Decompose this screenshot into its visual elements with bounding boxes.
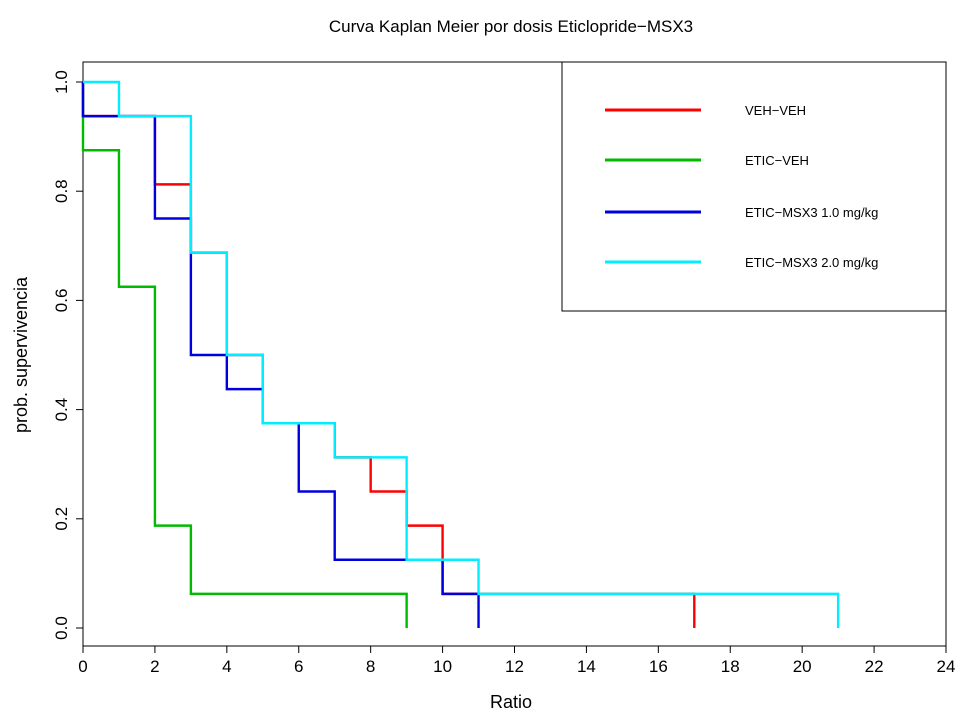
x-tick-label: 10 — [433, 657, 452, 676]
x-tick-label: 16 — [649, 657, 668, 676]
y-tick-label: 0.6 — [52, 289, 71, 313]
y-tick-label: 0.0 — [52, 616, 71, 640]
legend: VEH−VEH ETIC−VEH ETIC−MSX3 1.0 mg/kg ETIC−M… — [605, 103, 878, 270]
y-tick-label: 0.8 — [52, 179, 71, 203]
x-tick-label: 6 — [294, 657, 303, 676]
plot-area: 0 2 4 6 8 10 12 14 16 18 20 22 240.00.20.40.60.81.0 — [52, 61, 956, 676]
legend-box — [561, 61, 947, 312]
legend-label: VEH−VEH — [745, 103, 806, 118]
series-line — [81, 82, 408, 628]
x-tick-label: 12 — [505, 657, 524, 676]
x-tick-label: 4 — [222, 657, 231, 676]
x-tick-label: 22 — [865, 657, 884, 676]
x-tick-label: 2 — [150, 657, 159, 676]
legend-label: ETIC−VEH — [745, 153, 809, 168]
x-tick-label: 8 — [366, 657, 375, 676]
x-tick-label: 24 — [937, 657, 956, 676]
series-line — [83, 80, 840, 628]
y-tick-label: 0.2 — [52, 507, 71, 531]
y-tick-label: 0.4 — [52, 398, 71, 422]
x-tick-label: 20 — [793, 657, 812, 676]
legend-label: ETIC−MSX3 2.0 mg/kg — [745, 255, 878, 270]
y-axis-label: prob. supervivencia — [11, 276, 31, 433]
x-tick-label: 18 — [721, 657, 740, 676]
x-tick-label: 14 — [577, 657, 596, 676]
series-line — [81, 82, 480, 628]
legend-label: ETIC−MSX3 1.0 mg/kg — [745, 205, 878, 220]
x-axis-label: Ratio — [490, 692, 532, 712]
chart-title: Curva Kaplan Meier por dosis Eticlopride… — [329, 17, 693, 36]
y-tick-label: 1.0 — [52, 70, 71, 94]
x-tick-label: 0 — [78, 657, 87, 676]
